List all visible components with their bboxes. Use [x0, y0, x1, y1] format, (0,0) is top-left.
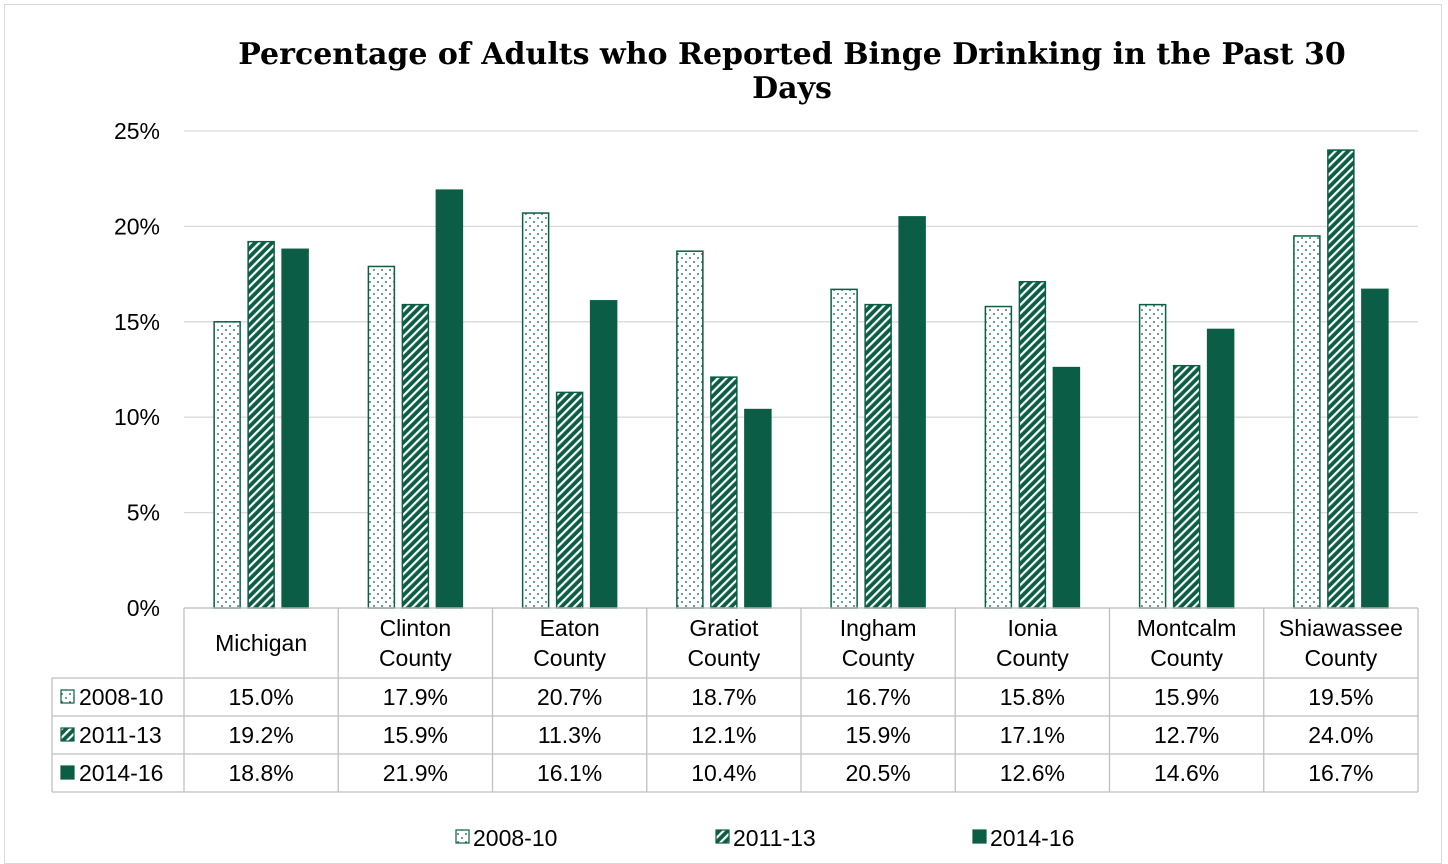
bar-2011-13-clinton-county	[401, 303, 430, 609]
category-label: Clinton County	[379, 615, 452, 671]
category-label: Shiawassee County	[1279, 615, 1403, 671]
legend-key	[972, 829, 987, 844]
table-cell-value: 15.0%	[229, 684, 294, 710]
table-cell-value: 16.7%	[846, 684, 911, 710]
table-cell-value: 10.4%	[691, 760, 756, 786]
y-tick-label: 0%	[127, 595, 160, 621]
bar-2011-13-ingham-county	[864, 303, 892, 609]
table-cell-value: 12.6%	[1000, 760, 1065, 786]
bar-2011-13-shiawassee-county	[1327, 149, 1355, 609]
table-series-name: 2008-10	[79, 684, 163, 710]
table-legend-key	[60, 765, 75, 780]
chart-title: Percentage of Adults who Reported Binge …	[238, 37, 1345, 106]
table-cell-value: 15.9%	[1154, 684, 1219, 710]
data-table: Michigan Clinton County Eaton County Gratiot C…	[51, 607, 1419, 793]
table-cell-value: 14.6%	[1154, 760, 1219, 786]
table-cell-value: 17.1%	[1000, 722, 1065, 748]
bar-2014-16-eaton-county	[589, 300, 618, 609]
bars	[213, 149, 1389, 609]
bar-2008-10-clinton-county	[367, 265, 396, 609]
table-cell-value: 12.7%	[1154, 722, 1219, 748]
bar-2014-16-montcalm-county	[1206, 328, 1235, 609]
bar-2014-16-gratiot-county	[744, 408, 772, 609]
category-label: Ingham County	[840, 615, 917, 671]
table-series-name: 2014-16	[79, 760, 163, 786]
chart-title-line: Percentage of Adults who Reported Binge …	[238, 37, 1345, 72]
category-label: Ionia County	[996, 615, 1069, 671]
table-cell-value: 15.8%	[1000, 684, 1065, 710]
table-cell-value: 16.1%	[537, 760, 602, 786]
legend-label: 2011-13	[733, 825, 816, 851]
bar-2008-10-ingham-county	[830, 288, 858, 609]
bar-2011-13-michigan	[247, 240, 275, 609]
bar-2008-10-ionia-county	[984, 305, 1013, 609]
bar-2008-10-montcalm-county	[1138, 303, 1167, 609]
bar-2011-13-eaton-county	[555, 391, 584, 609]
table-cell-value: 20.7%	[537, 684, 602, 710]
legend: 2008-10 2011-13 2014-16	[455, 825, 1074, 851]
table-cell-value: 15.9%	[846, 722, 911, 748]
bar-2008-10-gratiot-county	[676, 250, 704, 609]
table-cell-value: 15.9%	[383, 722, 448, 748]
legend-label: 2014-16	[990, 825, 1074, 851]
category-label: Gratiot County	[687, 615, 760, 671]
bar-2014-16-ingham-county	[898, 216, 926, 609]
table-cell-value: 17.9%	[383, 684, 448, 710]
bar-2011-13-ionia-county	[1018, 280, 1047, 609]
y-tick-label: 5%	[127, 500, 160, 526]
table-cell-value: 19.5%	[1308, 684, 1373, 710]
table-cell-value: 18.8%	[229, 760, 294, 786]
bar-2014-16-shiawassee-county	[1361, 288, 1389, 609]
y-tick-label: 25%	[114, 118, 160, 144]
table-cell-value: 19.2%	[229, 722, 294, 748]
table-series-name: 2011-13	[79, 722, 162, 748]
bar-2014-16-ionia-county	[1052, 366, 1081, 609]
bar-2008-10-shiawassee-county	[1293, 235, 1321, 609]
table-cell-value: 16.7%	[1308, 760, 1373, 786]
legend-label: 2008-10	[473, 825, 557, 851]
table-cell-value: 21.9%	[383, 760, 448, 786]
bar-2014-16-clinton-county	[435, 189, 464, 609]
table-cell-value: 11.3%	[538, 722, 602, 748]
chart-title-line: Days	[752, 71, 832, 106]
y-tick-label: 15%	[114, 309, 160, 335]
legend-key	[455, 829, 470, 844]
bar-2011-13-montcalm-county	[1172, 364, 1201, 609]
table-cell-value: 18.7%	[691, 684, 756, 710]
table-legend-key	[60, 727, 75, 742]
y-axis-ticks: 0% 5% 10% 15% 20% 25%	[114, 118, 160, 621]
table-cell-value: 24.0%	[1308, 722, 1373, 748]
table-legend-key	[60, 689, 75, 704]
bar-2008-10-eaton-county	[521, 212, 550, 609]
bar-2011-13-gratiot-county	[710, 376, 738, 609]
category-label: Eaton County	[533, 615, 606, 671]
category-label: Montcalm County	[1137, 615, 1237, 671]
table-cell-value: 12.1%	[691, 722, 756, 748]
bar-2008-10-michigan	[213, 321, 241, 609]
y-tick-label: 20%	[114, 213, 160, 239]
category-label: Michigan	[215, 630, 307, 656]
table-cell-value: 20.5%	[846, 760, 911, 786]
legend-key	[715, 829, 730, 844]
bar-2014-16-michigan	[281, 248, 309, 609]
y-tick-label: 10%	[114, 404, 160, 430]
